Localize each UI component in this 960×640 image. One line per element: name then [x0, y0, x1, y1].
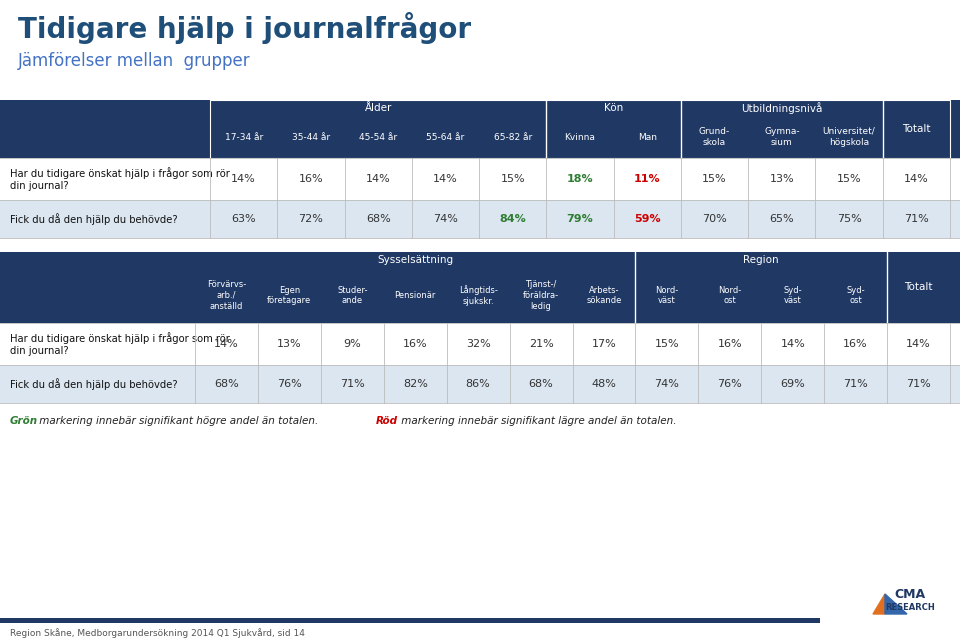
- Text: Långtids-
sjukskr.: Långtids- sjukskr.: [459, 285, 497, 306]
- Text: markering innebär signifikant högre andel än totalen.: markering innebär signifikant högre ande…: [36, 416, 322, 426]
- Text: Syd-
väst: Syd- väst: [783, 285, 802, 305]
- Text: Man: Man: [637, 132, 657, 141]
- Text: Jämförelser mellan  grupper: Jämförelser mellan grupper: [18, 52, 251, 70]
- Text: 71%: 71%: [904, 214, 928, 224]
- Text: 14%: 14%: [231, 174, 256, 184]
- Text: 17%: 17%: [591, 339, 616, 349]
- Text: Grund-
skola: Grund- skola: [699, 127, 731, 147]
- Text: Grön: Grön: [10, 416, 38, 426]
- Bar: [0, 158, 960, 200]
- Bar: [0, 618, 820, 623]
- Text: Gymna-
sium: Gymna- sium: [764, 127, 800, 147]
- Text: 65%: 65%: [770, 214, 794, 224]
- Text: 18%: 18%: [566, 174, 593, 184]
- Text: 15%: 15%: [702, 174, 727, 184]
- Text: Nord-
väst: Nord- väst: [656, 285, 679, 305]
- Text: 74%: 74%: [655, 379, 680, 389]
- Text: 14%: 14%: [214, 339, 239, 349]
- Text: Arbets-
sökande: Arbets- sökande: [587, 285, 622, 305]
- Bar: [0, 100, 960, 158]
- Text: Kön: Kön: [604, 103, 623, 113]
- Bar: [0, 365, 960, 403]
- Bar: [0, 200, 960, 238]
- Text: Ålder: Ålder: [365, 103, 392, 113]
- Bar: [210, 100, 950, 158]
- Text: Har du tidigare önskat hjälp i frågor som rör
din journal?: Har du tidigare önskat hjälp i frågor so…: [10, 166, 229, 191]
- Text: 71%: 71%: [340, 379, 365, 389]
- Text: 14%: 14%: [906, 339, 931, 349]
- Text: CMA: CMA: [895, 588, 925, 601]
- Text: Egen
företagare: Egen företagare: [267, 285, 311, 305]
- Text: Fick du då den hjälp du behövde?: Fick du då den hjälp du behövde?: [10, 213, 178, 225]
- Text: 63%: 63%: [231, 214, 256, 224]
- Text: 71%: 71%: [906, 379, 931, 389]
- Text: 9%: 9%: [344, 339, 361, 349]
- Text: 71%: 71%: [843, 379, 868, 389]
- Text: 16%: 16%: [717, 339, 742, 349]
- Polygon shape: [873, 594, 885, 614]
- Text: 86%: 86%: [466, 379, 491, 389]
- Text: 74%: 74%: [433, 214, 458, 224]
- Text: 11%: 11%: [634, 174, 660, 184]
- Text: 48%: 48%: [591, 379, 616, 389]
- Text: Pensionär: Pensionär: [395, 291, 436, 300]
- Text: 14%: 14%: [780, 339, 805, 349]
- Bar: [0, 323, 960, 365]
- Text: Sysselsättning: Sysselsättning: [377, 255, 453, 265]
- Text: 13%: 13%: [770, 174, 794, 184]
- Text: Kvinna: Kvinna: [564, 132, 595, 141]
- Text: 55-64 år: 55-64 år: [426, 132, 465, 141]
- Text: 32%: 32%: [466, 339, 491, 349]
- Text: 69%: 69%: [780, 379, 805, 389]
- Text: markering innebär signifikant lägre andel än totalen.: markering innebär signifikant lägre ande…: [398, 416, 677, 426]
- Text: 16%: 16%: [843, 339, 868, 349]
- Text: RESEARCH: RESEARCH: [885, 603, 935, 612]
- Text: 45-54 år: 45-54 år: [359, 132, 397, 141]
- Text: Totalt: Totalt: [902, 124, 930, 134]
- Polygon shape: [885, 594, 907, 614]
- Text: Nord-
ost: Nord- ost: [718, 285, 741, 305]
- Text: 84%: 84%: [499, 214, 526, 224]
- Text: 14%: 14%: [904, 174, 928, 184]
- Bar: [0, 252, 960, 323]
- Text: 15%: 15%: [837, 174, 861, 184]
- Text: 13%: 13%: [277, 339, 301, 349]
- Text: Fick du då den hjälp du behövde?: Fick du då den hjälp du behövde?: [10, 378, 178, 390]
- Text: 65-82 år: 65-82 år: [493, 132, 532, 141]
- Text: 72%: 72%: [299, 214, 324, 224]
- Text: 68%: 68%: [214, 379, 239, 389]
- Text: Röd: Röd: [376, 416, 398, 426]
- Text: 79%: 79%: [566, 214, 593, 224]
- Text: 17-34 år: 17-34 år: [225, 132, 263, 141]
- Text: 68%: 68%: [366, 214, 391, 224]
- Text: 16%: 16%: [403, 339, 427, 349]
- Text: Totalt: Totalt: [904, 282, 933, 292]
- Text: 14%: 14%: [366, 174, 391, 184]
- Text: 21%: 21%: [529, 339, 553, 349]
- Text: Tjänst-/
föräldra-
ledig: Tjänst-/ föräldra- ledig: [523, 280, 559, 311]
- Text: Syd-
ost: Syd- ost: [847, 285, 865, 305]
- Text: 76%: 76%: [717, 379, 742, 389]
- Text: Har du tidigare önskat hjälp i frågor som rör
din journal?: Har du tidigare önskat hjälp i frågor so…: [10, 332, 229, 356]
- Text: 76%: 76%: [277, 379, 301, 389]
- Text: 59%: 59%: [634, 214, 660, 224]
- Text: 75%: 75%: [837, 214, 861, 224]
- Text: 35-44 år: 35-44 år: [292, 132, 330, 141]
- Text: 15%: 15%: [500, 174, 525, 184]
- Text: Tidigare hjälp i journalfrågor: Tidigare hjälp i journalfrågor: [18, 12, 471, 44]
- Text: 82%: 82%: [403, 379, 427, 389]
- Text: 15%: 15%: [655, 339, 679, 349]
- Text: 14%: 14%: [433, 174, 458, 184]
- Text: Universitet/
högskola: Universitet/ högskola: [823, 127, 876, 147]
- Text: 70%: 70%: [702, 214, 727, 224]
- Text: Region Skåne, Medborgarundersökning 2014 Q1 Sjukvård, sid 14: Region Skåne, Medborgarundersökning 2014…: [10, 628, 305, 638]
- Text: Förvärvs-
arb./
anställd: Förvärvs- arb./ anställd: [206, 280, 246, 311]
- Text: 68%: 68%: [529, 379, 553, 389]
- Text: Studer-
ande: Studer- ande: [337, 285, 368, 305]
- Text: Utbildningsnivå: Utbildningsnivå: [741, 102, 823, 114]
- Text: 16%: 16%: [299, 174, 324, 184]
- Text: Region: Region: [743, 255, 780, 265]
